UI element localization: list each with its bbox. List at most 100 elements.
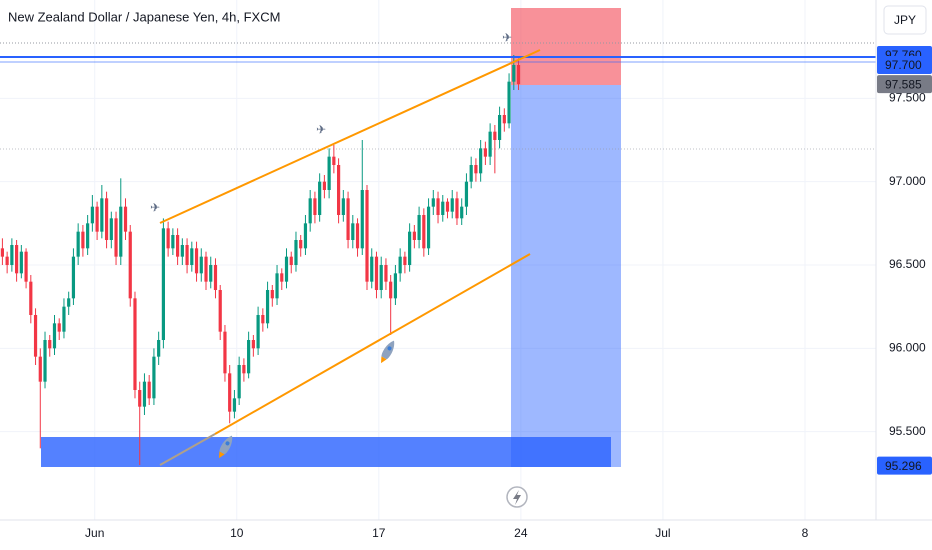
candle-body	[379, 265, 383, 290]
candle-body	[441, 201, 445, 215]
candle-body	[355, 223, 360, 249]
candle-body	[237, 365, 241, 399]
candle-body	[422, 215, 426, 249]
candle-body	[365, 190, 369, 282]
candle-body	[479, 148, 483, 174]
candle-body	[450, 198, 454, 212]
candle-body	[52, 323, 57, 349]
candles	[0, 55, 521, 465]
candle-body	[128, 231, 132, 299]
candle-body	[223, 331, 227, 374]
candle-body	[294, 240, 298, 265]
candle-body	[152, 356, 156, 399]
x-tick-label: 10	[230, 526, 244, 540]
candle-body	[336, 165, 341, 215]
channel-lower	[214, 253, 531, 435]
candle-body	[176, 235, 180, 257]
currency-button[interactable]: JPY	[883, 5, 927, 35]
candle-body	[318, 181, 322, 215]
candle-body	[213, 265, 218, 290]
candle-body	[232, 398, 237, 412]
candle-body	[303, 223, 308, 249]
candle-body	[5, 256, 9, 265]
price-label: 97.700	[885, 58, 922, 72]
y-tick-label: 95.500	[889, 424, 926, 438]
candle-body	[398, 256, 402, 274]
candle-body	[493, 131, 497, 140]
y-tick-label: 96.000	[889, 341, 926, 355]
candle-body	[469, 165, 473, 182]
candle-body	[370, 256, 374, 282]
candle-body	[256, 315, 260, 349]
candle-body	[109, 218, 113, 240]
candle-body	[90, 206, 94, 224]
candle-body	[147, 381, 151, 399]
channel-lower-extension	[159, 433, 216, 466]
candle-body	[497, 115, 502, 140]
candle-body	[43, 340, 47, 382]
x-tick-label: 17	[372, 526, 386, 540]
target-zone	[511, 85, 621, 467]
candle-body	[360, 190, 364, 249]
price-label-box	[877, 56, 932, 74]
candle-body	[488, 131, 492, 157]
candle-body	[483, 148, 487, 157]
support-zone	[41, 437, 611, 467]
candle-body	[194, 248, 199, 274]
candle-body	[24, 251, 28, 282]
candle-body	[393, 273, 398, 299]
candle-body	[516, 65, 521, 85]
chart-title: New Zealand Dollar / Japanese Yen, 4h, F…	[8, 9, 280, 24]
candle-body	[104, 198, 109, 240]
candle-body	[157, 340, 161, 357]
rocket-icon	[219, 435, 233, 459]
axes: 95.500 96.000 96.500 97.000 97.500 Jun 10 17 24 J…	[85, 46, 932, 540]
candle-body	[185, 245, 189, 265]
candle-body	[275, 273, 279, 299]
candle-body	[228, 373, 232, 412]
price-label-box	[877, 75, 932, 94]
candle-body	[15, 245, 19, 274]
candle-body	[62, 306, 66, 332]
events-icon[interactable]	[506, 486, 528, 508]
candle-body	[426, 206, 431, 249]
y-tick-label: 96.500	[889, 257, 926, 271]
x-tick-label: 24	[514, 526, 528, 540]
candle-body	[346, 198, 350, 240]
candle-body	[351, 223, 355, 240]
candle-body	[123, 206, 128, 232]
x-tick-label: 8	[802, 526, 809, 540]
candle-body	[67, 298, 71, 307]
currency-label[interactable]: JPY	[894, 13, 916, 27]
candle-body	[199, 256, 203, 274]
candle-body	[204, 256, 208, 282]
grid	[0, 0, 876, 520]
candle-body	[417, 215, 421, 240]
candle-body	[10, 245, 14, 265]
candle-body	[142, 381, 147, 407]
candle-body	[247, 340, 251, 374]
x-tick-label: Jun	[85, 526, 104, 540]
candle-body	[133, 298, 137, 390]
candle-body	[507, 81, 511, 124]
plane-icon: ✈	[502, 31, 512, 45]
candle-body	[389, 281, 393, 299]
candle-body	[384, 265, 388, 282]
candle-body	[114, 218, 118, 257]
candle-body	[502, 115, 506, 124]
candle-body	[284, 256, 289, 282]
candle-body	[95, 206, 99, 232]
candle-body	[81, 231, 85, 249]
candle-body	[76, 231, 80, 257]
candle-body	[209, 265, 213, 282]
candle-body	[0, 248, 4, 257]
candle-body	[327, 156, 331, 190]
price-label: 97.585	[885, 77, 922, 91]
candle-body	[138, 390, 142, 407]
channel-upper	[159, 49, 541, 224]
candle-body	[280, 273, 284, 282]
candle-body	[251, 340, 255, 349]
candle-body	[33, 315, 38, 357]
